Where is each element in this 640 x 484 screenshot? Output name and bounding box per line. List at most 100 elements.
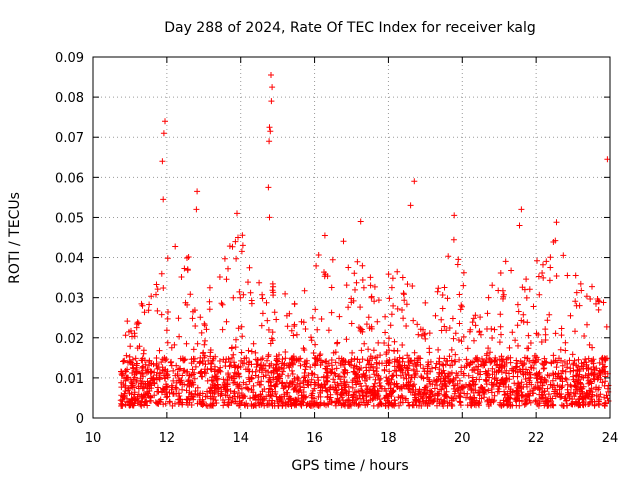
data-point [348, 295, 355, 302]
data-point [400, 315, 407, 322]
data-point [415, 331, 422, 338]
data-point [324, 273, 331, 280]
data-point [383, 392, 390, 399]
data-point [527, 399, 534, 406]
data-point [202, 337, 208, 344]
data-point [356, 392, 363, 399]
data-point [140, 385, 147, 392]
data-point [259, 400, 265, 407]
data-point [562, 339, 569, 346]
data-point [230, 351, 237, 358]
data-point [125, 387, 132, 394]
data-point [525, 392, 532, 399]
data-point [536, 386, 543, 393]
data-point [442, 382, 449, 389]
data-point [160, 285, 167, 291]
data-point [411, 349, 418, 356]
data-point [581, 393, 587, 400]
data-point [346, 388, 353, 395]
data-point [485, 294, 492, 301]
data-point [544, 317, 551, 324]
data-point [260, 397, 267, 404]
data-point [353, 389, 360, 396]
data-point [360, 370, 367, 377]
data-point [202, 393, 209, 400]
data-point [246, 359, 252, 366]
data-point [183, 340, 190, 347]
data-point [564, 381, 571, 388]
data-point [284, 323, 291, 330]
data-point [295, 395, 302, 402]
data-point [156, 374, 163, 381]
data-point [487, 356, 494, 363]
data-point [219, 326, 226, 333]
data-point [399, 369, 406, 376]
data-point [449, 315, 456, 322]
data-point [587, 296, 594, 302]
data-point [535, 402, 542, 409]
data-point [371, 298, 378, 305]
data-point [587, 399, 594, 406]
data-point [250, 340, 257, 347]
data-point [123, 352, 130, 359]
data-point [367, 282, 374, 289]
data-point [153, 355, 160, 361]
data-point [225, 396, 232, 403]
data-point [497, 311, 504, 318]
data-point [553, 219, 560, 226]
data-point [591, 366, 598, 373]
data-point [223, 318, 230, 325]
data-point [312, 341, 319, 348]
y-tick-label: 0.06 [55, 171, 84, 186]
data-point [358, 347, 365, 354]
data-point [283, 362, 290, 369]
data-point [131, 391, 138, 398]
data-point [290, 379, 296, 386]
data-point [164, 255, 171, 262]
data-point [302, 366, 309, 373]
data-point [289, 371, 296, 377]
data-point [456, 320, 463, 327]
data-point [570, 361, 577, 368]
data-point [567, 312, 574, 319]
data-point [457, 394, 464, 400]
data-point [447, 362, 454, 369]
data-point [488, 386, 495, 392]
data-point [235, 402, 242, 409]
data-point [185, 393, 192, 400]
data-point [482, 376, 489, 383]
data-point [452, 382, 458, 389]
data-point [418, 332, 425, 339]
data-point [132, 396, 139, 403]
data-point [501, 361, 508, 368]
data-point [201, 341, 208, 348]
data-point [446, 399, 453, 406]
data-point [524, 369, 531, 376]
data-point [532, 398, 539, 405]
data-point [440, 367, 447, 374]
data-point [437, 386, 444, 393]
data-point [472, 322, 479, 329]
data-point [438, 316, 445, 323]
data-point [391, 338, 398, 345]
data-point [549, 377, 556, 384]
data-point [313, 401, 320, 408]
data-point [224, 392, 231, 399]
data-point [131, 384, 138, 391]
data-point [268, 98, 275, 105]
y-tick-label: 0.08 [55, 91, 84, 106]
data-point [353, 279, 360, 286]
data-point [264, 317, 271, 324]
data-point [448, 357, 455, 364]
data-point [175, 401, 182, 407]
data-point [498, 331, 504, 338]
data-point [441, 323, 448, 330]
data-point [269, 402, 276, 409]
plot-frame [92, 56, 611, 419]
data-point [420, 391, 427, 398]
data-point [477, 314, 484, 321]
data-point [451, 390, 458, 397]
data-point [241, 360, 248, 367]
data-point [136, 343, 143, 350]
data-point [458, 368, 465, 375]
